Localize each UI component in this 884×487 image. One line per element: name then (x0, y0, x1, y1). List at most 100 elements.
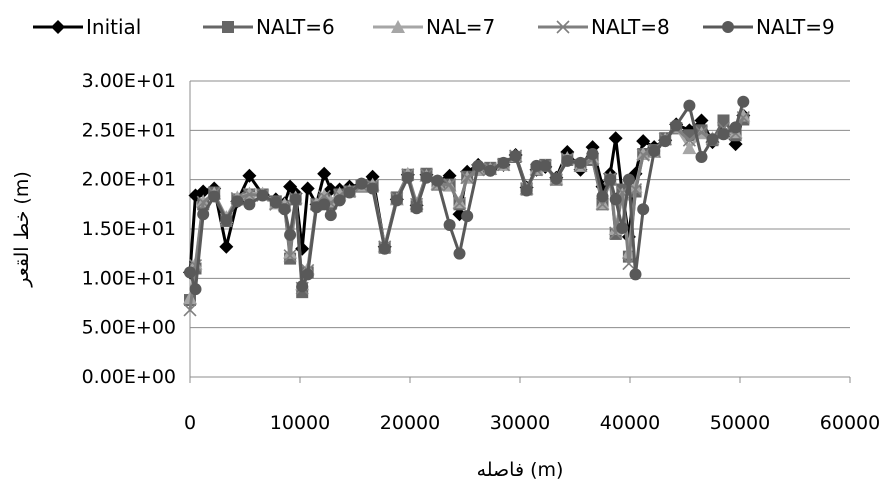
data-point (365, 169, 380, 184)
data-point (208, 190, 221, 203)
data-point (706, 133, 719, 146)
y-axis-label: خط القعر (m) (11, 171, 33, 288)
data-point (278, 203, 291, 216)
x-tick-label: 20000 (380, 412, 440, 434)
legend-item: NALT=8 (538, 15, 670, 39)
data-point (256, 189, 269, 202)
x-tick-label: 60000 (820, 412, 880, 434)
data-point (333, 194, 346, 207)
data-point (550, 172, 563, 185)
data-point (324, 209, 337, 222)
data-point (431, 174, 444, 187)
data-point (189, 283, 202, 296)
data-point (317, 166, 332, 181)
data-point (622, 173, 635, 186)
legend-item: Initial (33, 15, 141, 39)
legend-item: NAL=7 (373, 15, 495, 39)
data-point (378, 242, 391, 255)
legend-item: NALT=6 (203, 15, 335, 39)
data-point (220, 214, 233, 227)
data-point (390, 194, 403, 207)
x-tick-labels: 0 10000 20000 30000 40000 50000 60000 (184, 377, 880, 434)
y-tick-label: 1.00E+01 (82, 267, 176, 289)
legend-label: NAL=7 (426, 15, 495, 39)
data-point (355, 177, 368, 190)
data-point (453, 247, 466, 260)
data-point (219, 239, 234, 254)
data-point (242, 168, 257, 183)
x-tick-label: 10000 (270, 412, 330, 434)
y-tick-label: 3.00E+01 (82, 70, 176, 92)
legend-marker (391, 20, 405, 33)
data-point (184, 266, 196, 279)
data-point (659, 135, 672, 148)
data-point (520, 184, 533, 197)
legend-label: Initial (86, 15, 141, 39)
data-point (289, 193, 302, 206)
y-tick-label: 0.00E+00 (82, 366, 176, 388)
data-point (269, 196, 282, 209)
data-point (183, 291, 197, 305)
data-point (648, 145, 661, 158)
data-point (729, 121, 742, 134)
legend-label: NALT=6 (256, 15, 335, 39)
data-point (283, 249, 297, 263)
data-point (586, 148, 599, 161)
data-point (196, 184, 211, 199)
y-tick-label: 1.50E+01 (82, 218, 176, 240)
data-point (596, 190, 609, 203)
data-point (461, 210, 474, 223)
data-point (683, 99, 696, 112)
data-point (636, 134, 651, 149)
data-point (695, 150, 708, 163)
y-tick-label: 2.00E+01 (82, 169, 176, 191)
data-point (410, 202, 423, 215)
x-tick-label: 30000 (490, 412, 550, 434)
data-point (484, 164, 497, 177)
data-point (452, 196, 467, 210)
data-point (242, 187, 256, 202)
data-point (616, 222, 629, 235)
data-point (670, 119, 683, 132)
data-point (717, 128, 730, 141)
x-axis-label: فاصله (m) (477, 459, 564, 481)
data-point (737, 95, 750, 108)
data-point (401, 171, 414, 184)
data-point (296, 280, 309, 293)
legend-item: NALT=9 (703, 15, 835, 39)
data-point (682, 133, 696, 147)
data-point (243, 198, 256, 211)
data-point (472, 159, 485, 172)
y-tick-label: 2.50E+01 (82, 119, 176, 141)
series-nalt-9 (184, 95, 750, 296)
data-point (301, 268, 314, 281)
data-point (574, 156, 587, 169)
data-point (443, 178, 457, 192)
data-point (628, 182, 643, 197)
data-point (497, 156, 510, 169)
chart-legend: Initial NALT=6 NAL=7 NALT=8 NALT=9 (33, 15, 835, 39)
data-point (460, 171, 474, 185)
data-point (231, 195, 244, 208)
data-point (300, 181, 315, 196)
data-point (561, 154, 574, 167)
data-point (636, 148, 650, 162)
y-tick-label: 5.00E+00 (82, 317, 176, 339)
legend-marker (556, 20, 570, 34)
data-point (637, 203, 650, 216)
legend-marker (51, 20, 65, 34)
y-tick-labels: 0.00E+00 5.00E+00 1.00E+01 1.50E+01 2.00E+01… (82, 70, 176, 388)
legend-label: NALT=9 (756, 15, 835, 39)
x-tick-label: 50000 (710, 412, 770, 434)
data-point (530, 159, 543, 172)
legend-label: NALT=8 (591, 15, 670, 39)
data-point (318, 198, 331, 211)
x-tick-label: 40000 (600, 412, 660, 434)
data-point (284, 228, 297, 241)
data-point (420, 171, 433, 184)
data-point (539, 159, 552, 172)
data-point (509, 149, 522, 162)
legend-marker (722, 21, 734, 33)
x-tick-label: 0 (184, 412, 196, 434)
